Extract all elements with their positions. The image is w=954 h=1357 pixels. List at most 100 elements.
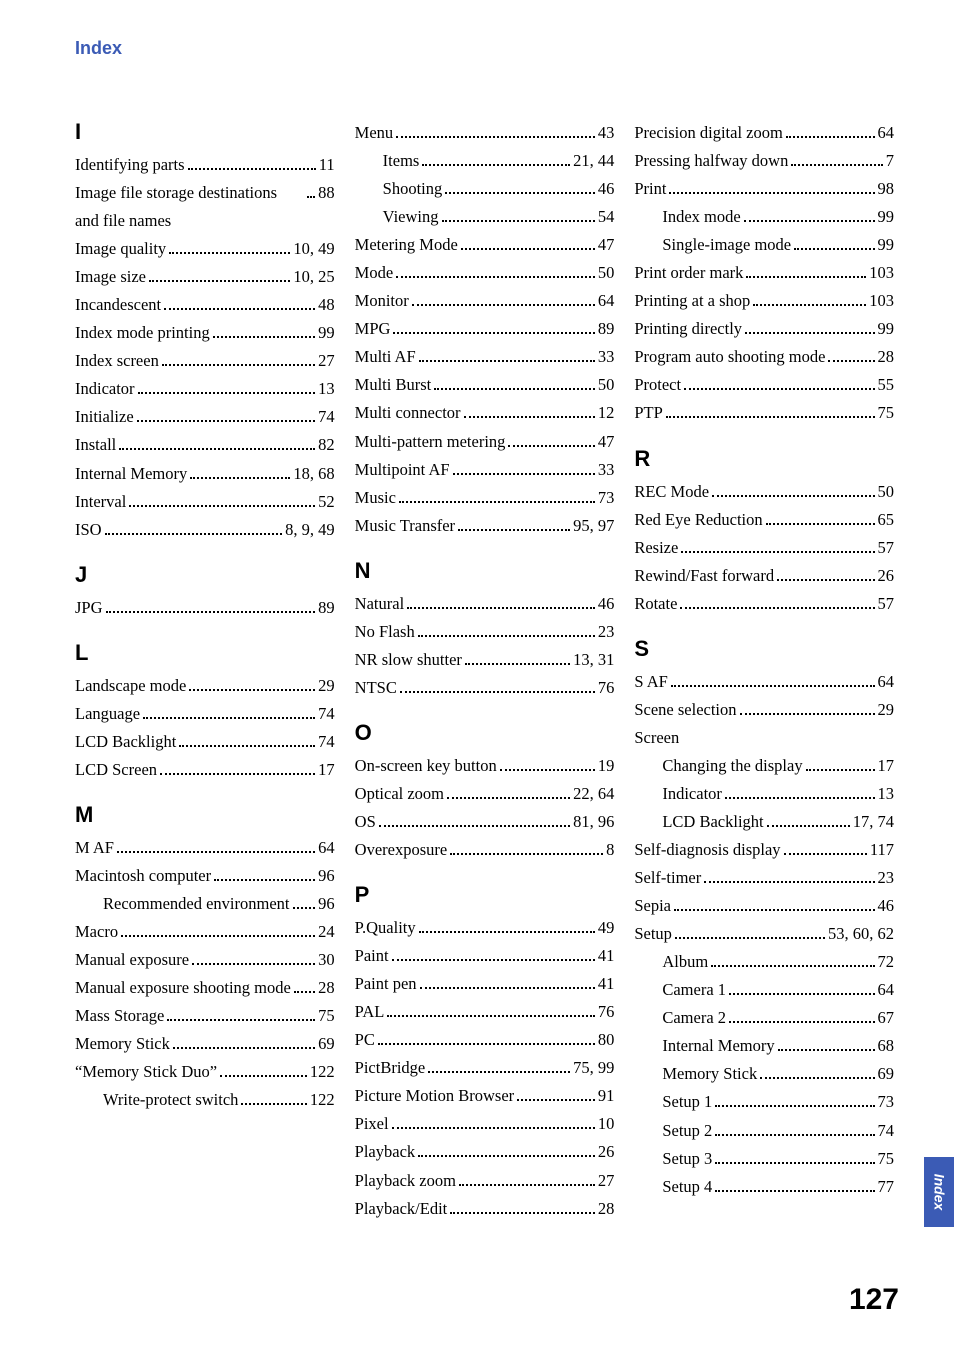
index-entry: Setup 53, 60, 62	[634, 920, 894, 948]
leader-dots	[671, 674, 875, 687]
index-term: NTSC	[355, 674, 397, 702]
index-term: “Memory Stick Duo”	[75, 1058, 217, 1086]
index-entry: Optical zoom22, 64	[355, 780, 615, 808]
index-entry: Rotate57	[634, 590, 894, 618]
leader-dots	[121, 924, 315, 937]
index-term: Program auto shooting mode	[634, 343, 825, 371]
leader-dots	[746, 265, 866, 278]
leader-dots	[434, 377, 595, 390]
index-term: LCD Backlight	[75, 728, 176, 756]
index-page: 64	[878, 976, 895, 1004]
index-entry: Paint41	[355, 942, 615, 970]
index-term: Setup	[634, 920, 672, 948]
index-letter: N	[355, 558, 615, 584]
index-term: Viewing	[383, 203, 439, 231]
index-term: Items	[383, 147, 420, 175]
leader-dots	[458, 517, 570, 530]
index-entry: Screen	[634, 724, 894, 752]
index-term: Precision digital zoom	[634, 119, 782, 147]
index-term: LCD Backlight	[662, 808, 763, 836]
leader-dots	[464, 405, 595, 418]
leader-dots	[393, 321, 594, 334]
index-term: Indicator	[662, 780, 722, 808]
leader-dots	[138, 381, 316, 394]
index-term: Manual exposure	[75, 946, 189, 974]
index-entry: Manual exposure shooting mode28	[75, 974, 335, 1002]
index-entry: Multipoint AF33	[355, 456, 615, 484]
index-page: 82	[318, 431, 335, 459]
index-entry: Manual exposure30	[75, 946, 335, 974]
index-entry: “Memory Stick Duo”122	[75, 1058, 335, 1086]
leader-dots	[786, 125, 875, 138]
index-entry: Language74	[75, 700, 335, 728]
index-page: 13	[878, 780, 895, 808]
index-letter: P	[355, 882, 615, 908]
leader-dots	[214, 868, 315, 881]
index-page: 17	[318, 756, 335, 784]
index-page: 80	[598, 1026, 615, 1054]
leader-dots	[715, 1178, 874, 1191]
index-entry: Self-timer23	[634, 864, 894, 892]
index-page: 33	[598, 343, 615, 371]
index-letter: M	[75, 802, 335, 828]
index-column: IIdentifying parts11Image file storage d…	[75, 119, 335, 1223]
index-term: Multi Burst	[355, 371, 432, 399]
leader-dots	[740, 702, 875, 715]
leader-dots	[453, 461, 595, 474]
index-term: Identifying parts	[75, 151, 185, 179]
index-term: Sepia	[634, 892, 671, 920]
index-entry: Landscape mode29	[75, 672, 335, 700]
leader-dots	[241, 1092, 307, 1105]
index-entry: Paint pen41	[355, 970, 615, 998]
index-term: Internal Memory	[75, 460, 187, 488]
index-letter: R	[634, 446, 894, 472]
index-entry: Internal Memory68	[634, 1032, 894, 1060]
index-term: REC Mode	[634, 478, 709, 506]
leader-dots	[137, 409, 316, 422]
index-entry: On-screen key button19	[355, 752, 615, 780]
index-entry: Setup 375	[634, 1145, 894, 1173]
index-term: Pixel	[355, 1110, 389, 1138]
index-term: Changing the display	[662, 752, 802, 780]
index-entry: MPG89	[355, 315, 615, 343]
index-entry: Macintosh computer96	[75, 862, 335, 890]
index-term: Multi-pattern metering	[355, 428, 506, 456]
index-page: 12	[598, 399, 615, 427]
index-entry: Write-protect switch122	[75, 1086, 335, 1114]
index-term: Multi connector	[355, 399, 461, 427]
leader-dots	[143, 706, 315, 719]
index-page: 21, 44	[573, 147, 614, 175]
index-term: P.Quality	[355, 914, 416, 942]
index-term: Setup 1	[662, 1088, 712, 1116]
index-entry: Print98	[634, 175, 894, 203]
index-entry: Image size10, 25	[75, 263, 335, 291]
index-page: 23	[878, 864, 895, 892]
leader-dots	[715, 1122, 874, 1135]
index-page: 68	[878, 1032, 895, 1060]
index-letter: S	[634, 636, 894, 662]
leader-dots	[517, 1088, 595, 1101]
leader-dots	[106, 599, 316, 612]
index-page: 99	[318, 319, 335, 347]
index-column: Precision digital zoom64Pressing halfway…	[634, 119, 894, 1223]
index-page: 81, 96	[573, 808, 614, 836]
leader-dots	[500, 758, 595, 771]
index-entry: Interval52	[75, 488, 335, 516]
index-term: Image size	[75, 263, 146, 291]
index-page: 53, 60, 62	[828, 920, 894, 948]
leader-dots	[213, 325, 315, 338]
index-entry: Monitor64	[355, 287, 615, 315]
index-page: 64	[598, 287, 615, 315]
leader-dots	[164, 297, 315, 310]
index-page: 95, 97	[573, 512, 614, 540]
index-term: Screen	[634, 724, 679, 752]
index-term: Resize	[634, 534, 678, 562]
leader-dots	[419, 920, 595, 933]
index-entry: Image file storage destinations and file…	[75, 179, 335, 235]
index-entry: Playback zoom27	[355, 1167, 615, 1195]
leader-dots	[767, 814, 850, 827]
index-term: JPG	[75, 594, 103, 622]
index-page: 28	[878, 343, 895, 371]
index-entry: Items 21, 44	[355, 147, 615, 175]
leader-dots	[681, 539, 874, 552]
